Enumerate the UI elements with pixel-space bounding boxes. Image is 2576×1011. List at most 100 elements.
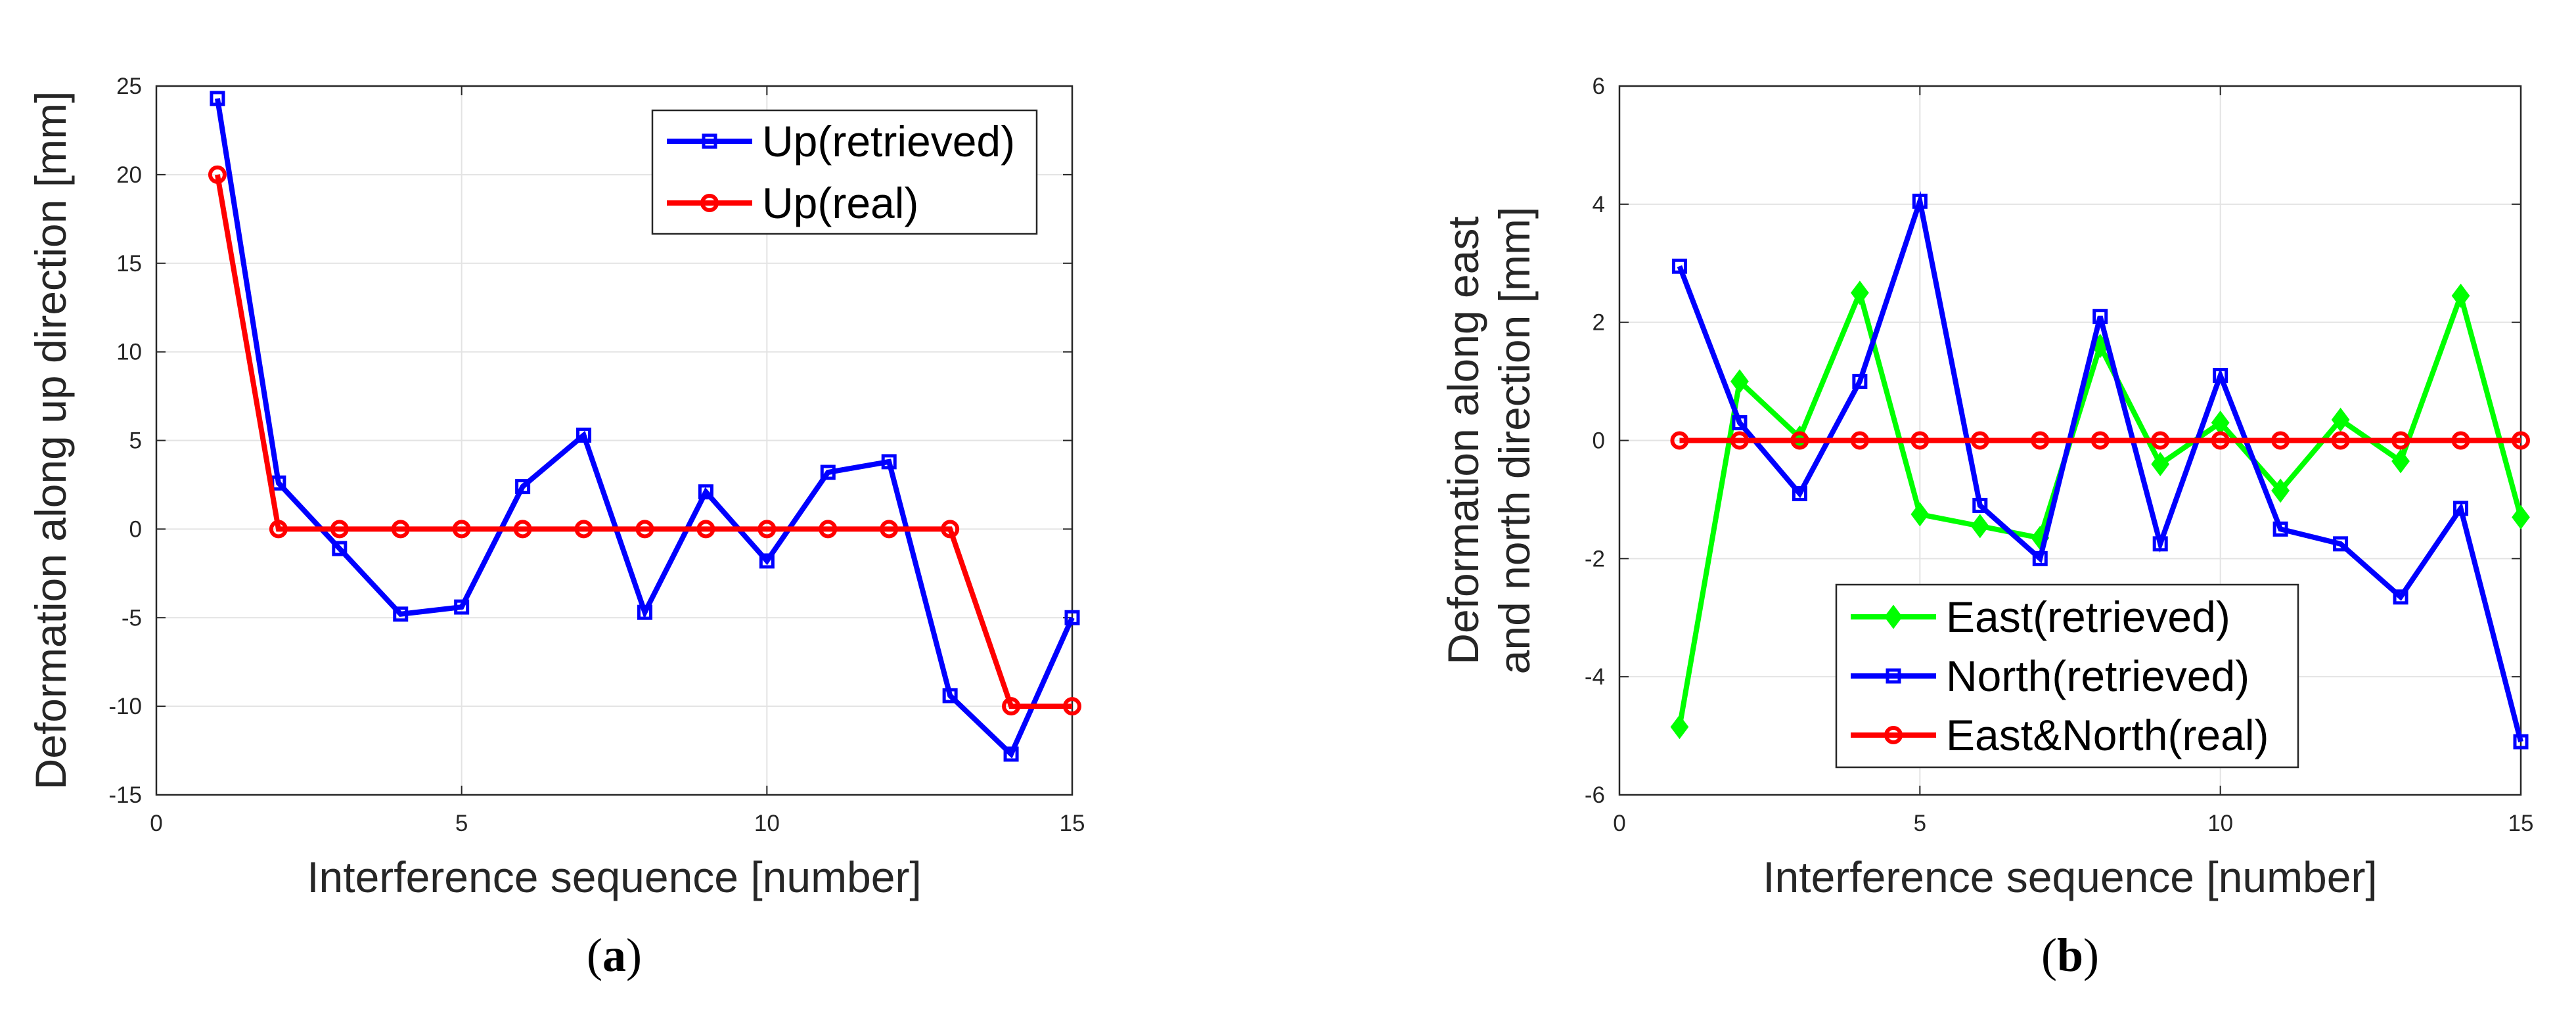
x-tick-label: 10 xyxy=(2207,811,2233,836)
data-point xyxy=(513,520,532,539)
legend-swatch-marker xyxy=(1884,604,1903,629)
panel-label: (b) xyxy=(2041,929,2099,981)
x-axis-label: Interference sequence [number] xyxy=(1763,853,2378,901)
data-point xyxy=(2272,521,2288,537)
y-tick-label: 0 xyxy=(129,516,142,542)
x-tick-label: 0 xyxy=(1613,811,1625,836)
panel-label: (a) xyxy=(587,929,642,981)
data-point xyxy=(269,520,288,539)
y-tick-label: 0 xyxy=(1593,428,1605,454)
x-tick-label: 15 xyxy=(2508,811,2534,836)
data-point xyxy=(881,454,897,470)
data-point xyxy=(635,520,654,539)
legend-item: East(retrieved) xyxy=(1851,593,2230,641)
panel-label-close: ) xyxy=(2083,929,2099,981)
data-point xyxy=(210,91,225,106)
data-point xyxy=(698,484,713,500)
x-tick-label: 10 xyxy=(754,811,780,836)
data-point xyxy=(1003,746,1019,762)
data-point xyxy=(820,464,836,480)
legend: East(retrieved) North(retrieved) East&Nort… xyxy=(1835,583,2299,769)
legend-label: Up(retrieved) xyxy=(762,117,1015,166)
series-line xyxy=(214,174,1072,709)
data-point xyxy=(208,165,227,184)
data-point xyxy=(2032,550,2048,566)
y-axis-label-line: and north direction [mm] xyxy=(1490,207,1539,675)
data-point xyxy=(1970,514,1989,539)
data-point xyxy=(2331,431,2350,450)
data-point xyxy=(2271,431,2290,450)
x-axis-label: Interference sequence [number] xyxy=(307,853,922,901)
data-point xyxy=(1670,715,1689,740)
data-point xyxy=(2513,734,2529,750)
y-tick-label: 2 xyxy=(1593,310,1605,336)
x-tick-label: 15 xyxy=(1060,811,1085,836)
data-point xyxy=(1910,502,1930,527)
series-line xyxy=(214,98,1075,759)
data-point xyxy=(819,520,838,539)
y-tick-label: -15 xyxy=(108,782,142,808)
data-point xyxy=(880,520,899,539)
data-point xyxy=(2092,309,2108,325)
data-point xyxy=(2271,478,2290,503)
data-point xyxy=(1730,369,1749,394)
data-point xyxy=(2151,451,2170,476)
data-point xyxy=(2152,536,2168,552)
legend-label: North(retrieved) xyxy=(1946,652,2249,700)
data-point xyxy=(1730,431,1749,450)
data-point xyxy=(2151,431,2170,450)
y-tick-label: -4 xyxy=(1585,664,1605,690)
series-north-retrieved- xyxy=(1671,191,2529,750)
y-tick-label: -10 xyxy=(108,694,142,719)
legend-label: Up(real) xyxy=(762,179,918,227)
data-point xyxy=(574,520,593,539)
data-point xyxy=(942,688,958,704)
data-point xyxy=(759,553,775,569)
data-point xyxy=(2451,431,2470,450)
data-point xyxy=(1670,431,1689,450)
data-point xyxy=(2331,407,2350,432)
legend-item: Up(real) xyxy=(667,179,918,227)
legend-item: East&North(real) xyxy=(1851,711,2269,759)
data-point xyxy=(757,520,777,539)
data-point xyxy=(330,520,349,539)
data-point xyxy=(1002,697,1021,716)
x-tick-label: 0 xyxy=(150,811,162,836)
data-point xyxy=(2451,283,2470,308)
legend-box xyxy=(651,109,1038,235)
y-tick-label: 25 xyxy=(116,74,142,99)
data-point xyxy=(2391,431,2410,450)
data-point xyxy=(1850,431,1869,450)
panel-label-open: ( xyxy=(2041,929,2057,981)
data-point xyxy=(2393,589,2408,605)
legend-item: North(retrieved) xyxy=(1851,652,2249,700)
panel-label-close: ) xyxy=(626,929,642,981)
data-point xyxy=(391,520,410,539)
y-tick-label: 5 xyxy=(129,428,142,454)
legend-swatch-marker xyxy=(700,194,719,212)
legend-label: East&North(real) xyxy=(1946,711,2269,759)
series-east-retrieved- xyxy=(1670,281,2530,740)
legend: Up(retrieved) Up(real) xyxy=(651,109,1038,235)
data-point xyxy=(2213,368,2228,384)
y-tick-label: 15 xyxy=(116,251,142,277)
legend-swatch-marker xyxy=(1886,668,1901,684)
data-point xyxy=(941,520,960,539)
panel-label-open: ( xyxy=(587,929,602,981)
data-point xyxy=(1790,431,1809,450)
data-point xyxy=(2333,536,2349,552)
series-up-real- xyxy=(208,165,1081,716)
data-point xyxy=(1064,610,1080,625)
series-up-retrieved- xyxy=(210,91,1080,762)
data-point xyxy=(452,520,471,539)
data-point xyxy=(393,606,409,622)
y-axis-label: Deformation along up direction [mm] xyxy=(26,91,75,790)
panel-label-letter: b xyxy=(2057,929,2083,981)
x-tick-label: 5 xyxy=(1914,811,1926,836)
y-axis-label-line: Deformation along east xyxy=(1439,216,1487,664)
data-point xyxy=(454,599,470,615)
data-point xyxy=(1671,258,1687,274)
chart-panel-2: 0 5 10 15 -6 -4 -2 0 2 4 6 Interference sequence [n… xyxy=(1439,74,2533,981)
data-point xyxy=(637,604,652,620)
